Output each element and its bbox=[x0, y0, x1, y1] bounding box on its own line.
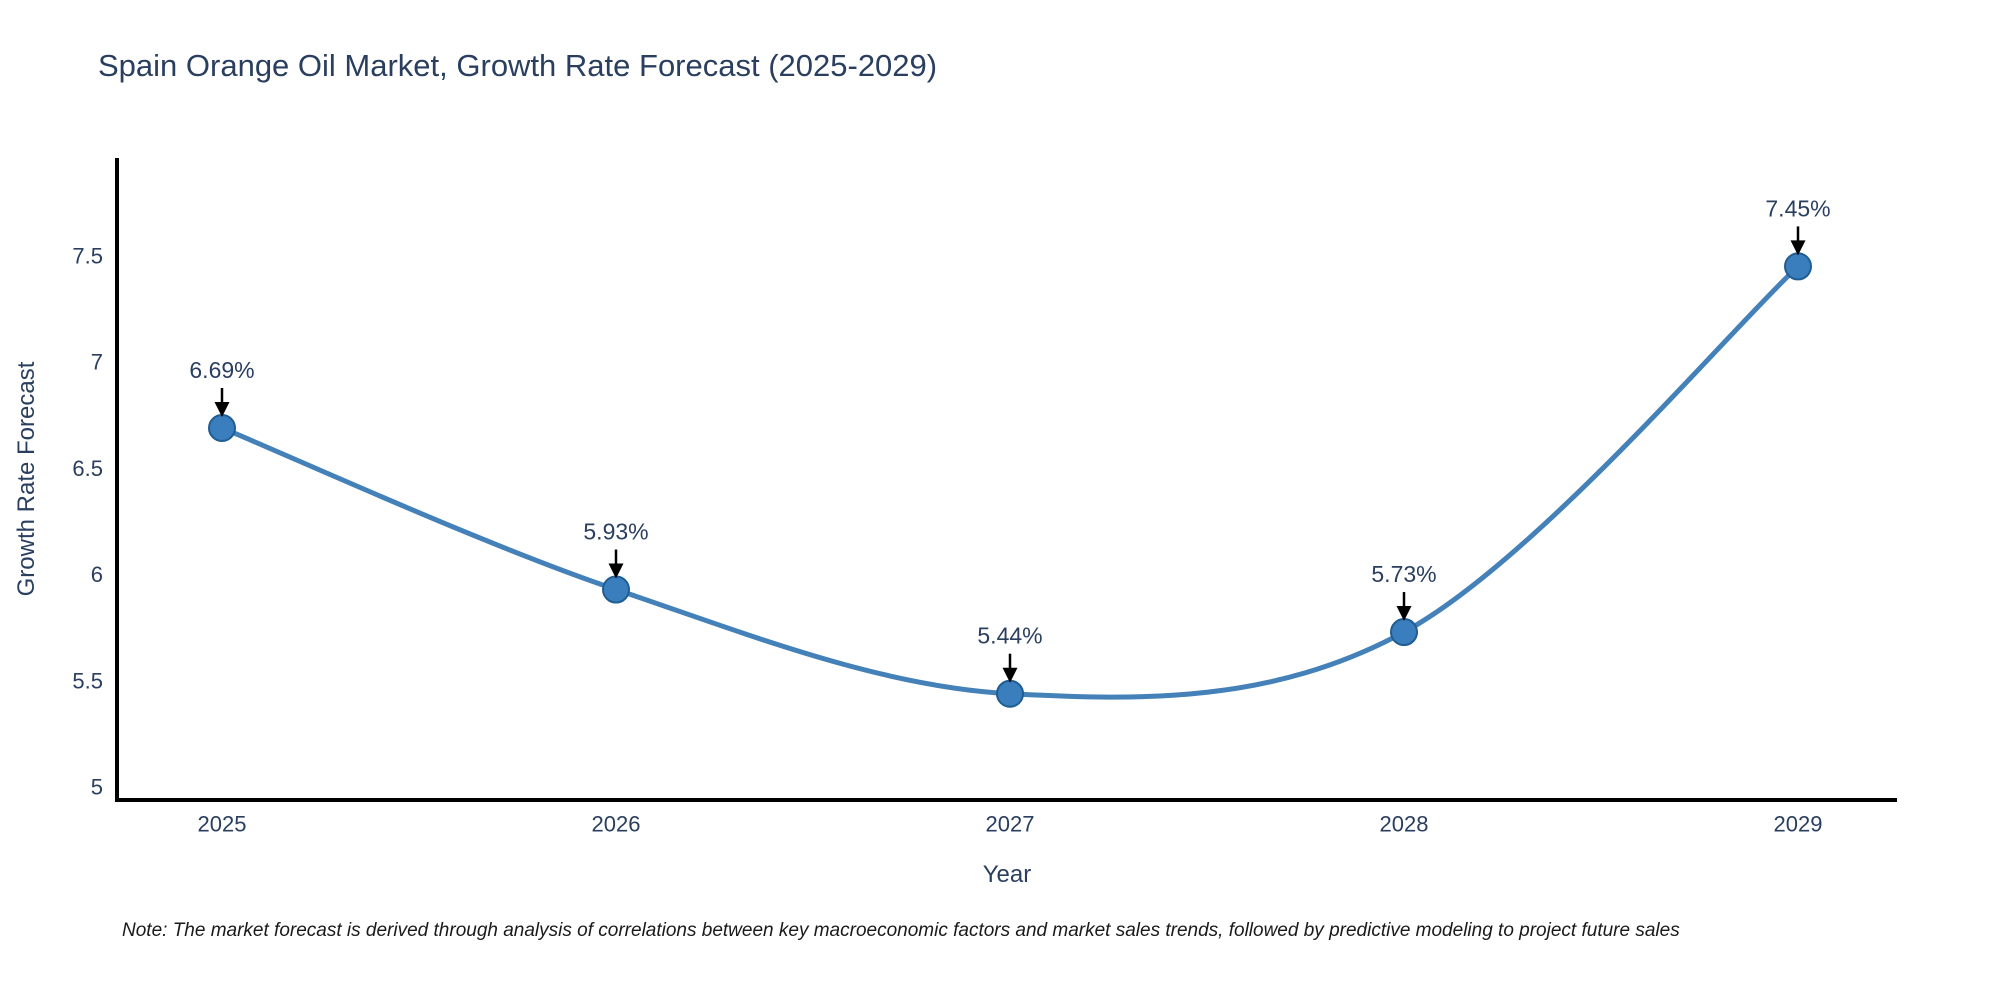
data-point-2028 bbox=[1390, 618, 1418, 647]
annotation-arrowhead-icon bbox=[1790, 240, 1806, 256]
data-point-2029 bbox=[1784, 252, 1812, 281]
y-tick-label: 6 bbox=[91, 562, 103, 587]
annotation-arrowhead-icon bbox=[608, 563, 624, 579]
chart-title: Spain Orange Oil Market, Growth Rate For… bbox=[98, 48, 938, 83]
y-axis-title: Growth Rate Forecast bbox=[13, 361, 40, 597]
y-tick-label: 5 bbox=[91, 775, 103, 800]
x-tick-label: 2029 bbox=[1774, 812, 1823, 837]
annotation-arrowhead-icon bbox=[214, 401, 230, 417]
data-label: 7.45% bbox=[1765, 195, 1830, 221]
annotation-arrowhead-icon bbox=[1002, 667, 1018, 683]
data-point-2027 bbox=[996, 679, 1024, 708]
y-tick-label: 6.5 bbox=[72, 456, 103, 481]
data-label: 6.69% bbox=[189, 357, 254, 383]
x-tick-label: 2025 bbox=[198, 812, 247, 837]
x-tick-label: 2026 bbox=[592, 812, 641, 837]
y-tick-label: 5.5 bbox=[72, 668, 103, 693]
y-tick-label: 7 bbox=[91, 350, 103, 375]
x-tick-label: 2028 bbox=[1380, 812, 1429, 837]
x-axis-title: Year bbox=[982, 861, 1032, 888]
data-point-2026 bbox=[602, 575, 630, 604]
data-label: 5.73% bbox=[1371, 561, 1436, 587]
y-tick-label: 7.5 bbox=[72, 243, 103, 268]
annotation-arrowhead-icon bbox=[1396, 606, 1412, 622]
data-point-2025 bbox=[208, 413, 236, 442]
data-label: 5.93% bbox=[583, 519, 648, 545]
data-label: 5.44% bbox=[977, 623, 1042, 649]
footnote: Note: The market forecast is derived thr… bbox=[122, 920, 1680, 941]
x-tick-label: 2027 bbox=[986, 812, 1035, 837]
